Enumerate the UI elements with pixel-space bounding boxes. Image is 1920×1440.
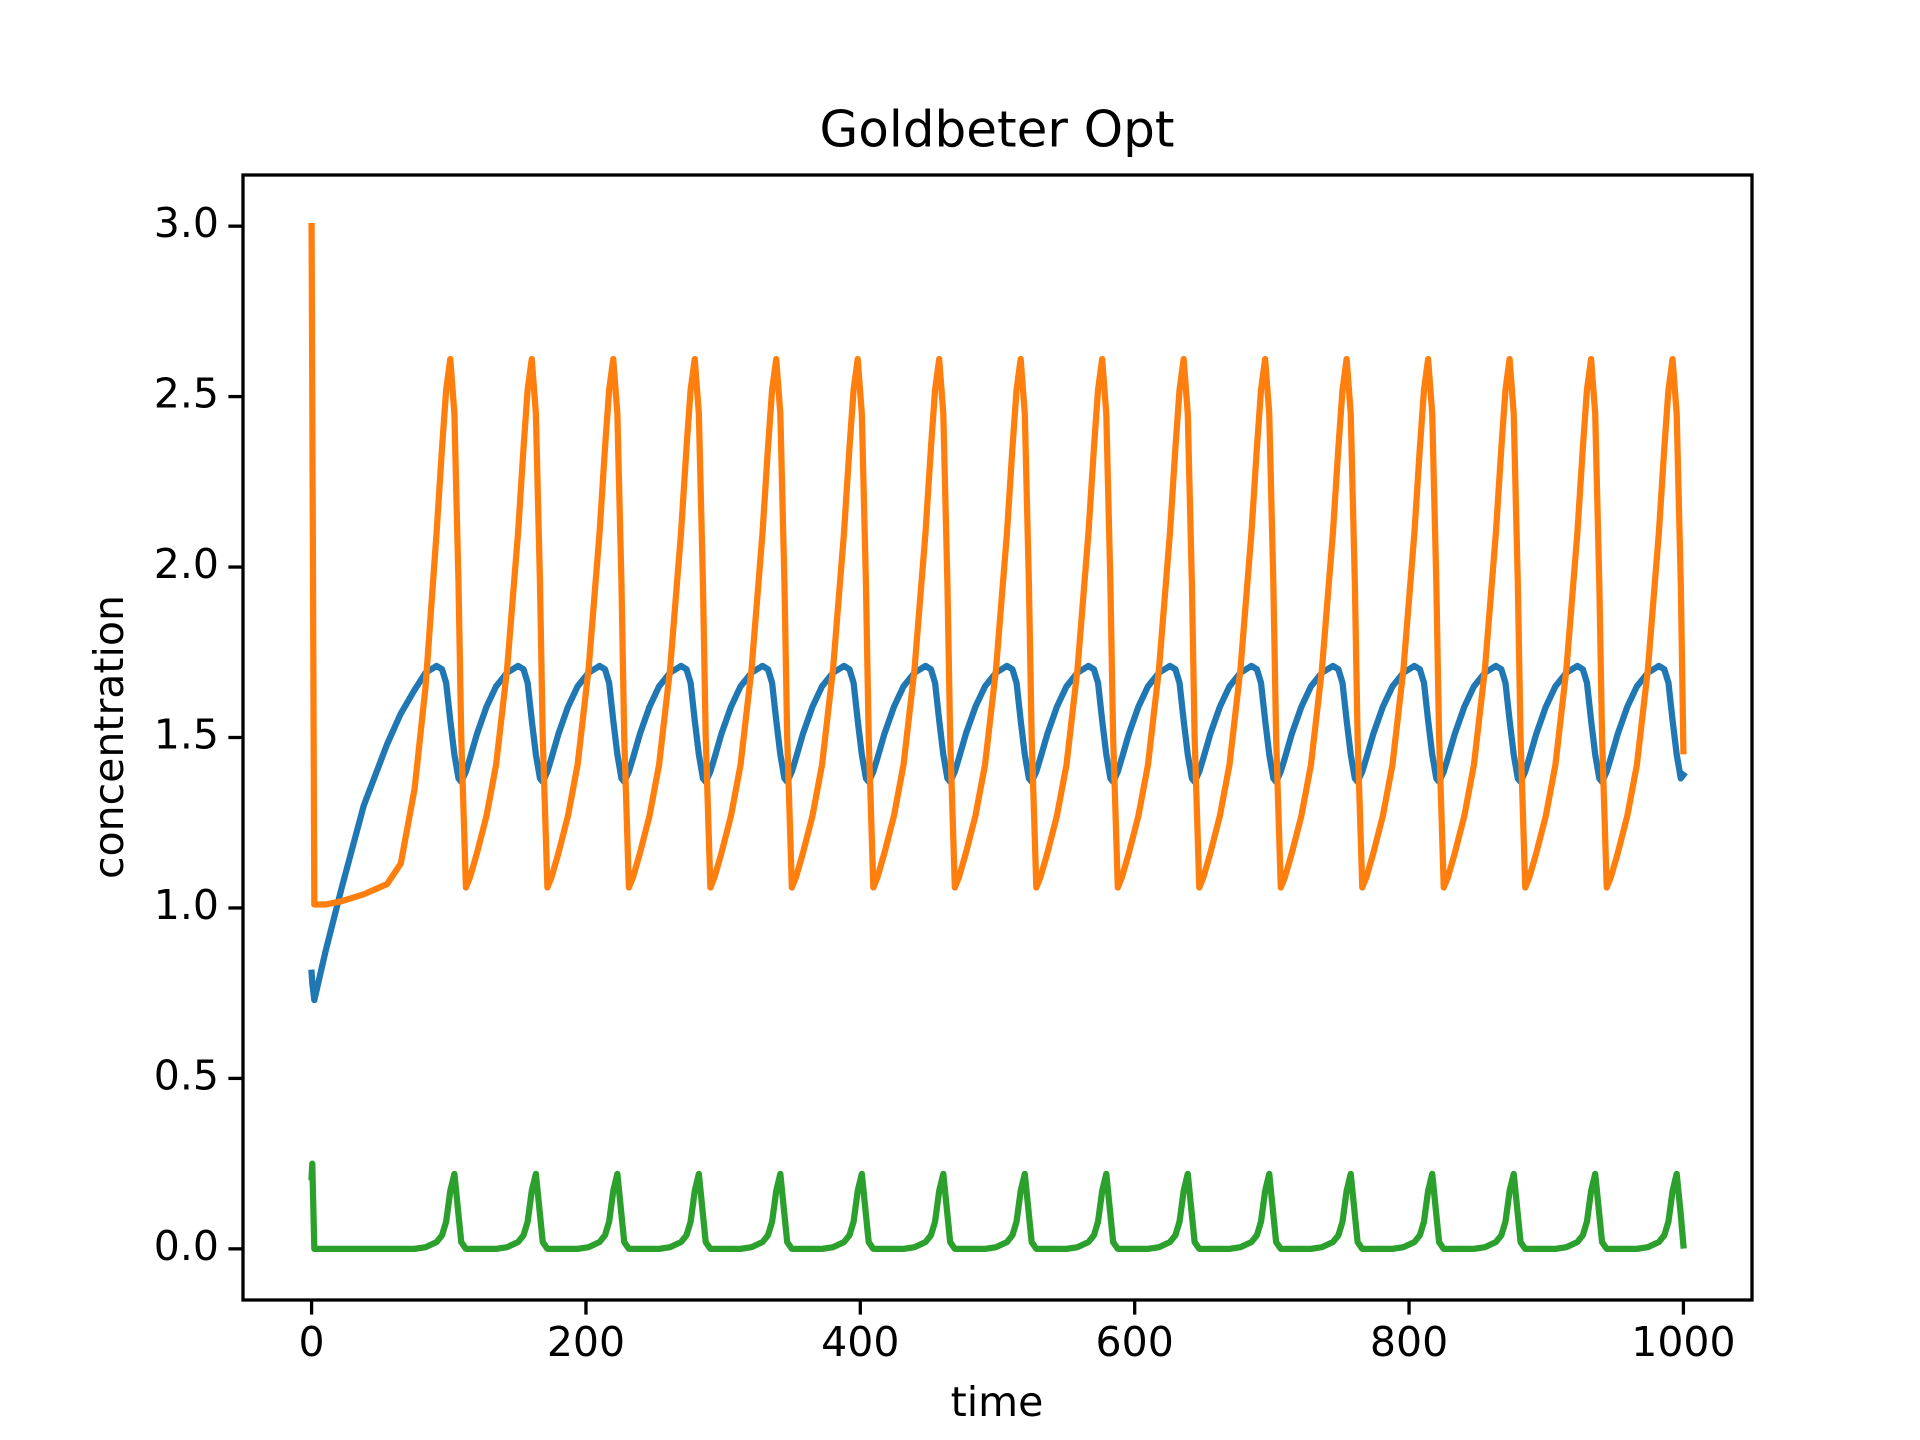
y-tick-label: 1.0	[154, 881, 219, 929]
y-tick-label: 1.5	[154, 711, 219, 759]
series-line	[308, 1160, 1687, 1252]
x-axis-label: time	[951, 1378, 1044, 1426]
x-tick-label: 800	[1370, 1318, 1448, 1366]
series-line	[308, 223, 1687, 908]
y-tick-label: 0.0	[154, 1222, 219, 1270]
x-tick-label: 400	[821, 1318, 899, 1366]
y-tick-label: 2.5	[154, 370, 219, 418]
y-tick-label: 0.5	[154, 1051, 219, 1099]
y-tick-label: 3.0	[154, 199, 219, 247]
chart-title: Goldbeter Opt	[820, 101, 1175, 159]
y-tick-label: 2.0	[154, 540, 219, 588]
x-tick-label: 1000	[1631, 1318, 1735, 1366]
y-axis-label: concentration	[85, 595, 133, 879]
x-tick-label: 600	[1096, 1318, 1174, 1366]
x-tick-label: 200	[547, 1318, 625, 1366]
x-tick-label: 0	[299, 1318, 325, 1366]
